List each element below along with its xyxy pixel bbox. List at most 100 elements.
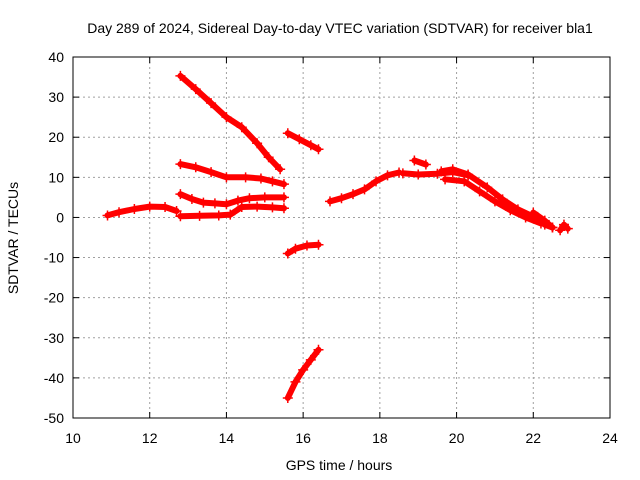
data-point — [505, 205, 516, 216]
data-point — [267, 176, 278, 187]
data-point — [282, 248, 293, 259]
data-point — [397, 168, 408, 179]
data-point — [194, 210, 205, 221]
x-tick-label: 18 — [372, 430, 388, 446]
data-point — [175, 159, 186, 170]
data-series — [282, 128, 324, 155]
y-tick-label: 40 — [48, 49, 64, 65]
series-layer — [102, 70, 573, 403]
data-point — [436, 166, 447, 177]
y-tick-label: -10 — [44, 250, 64, 266]
data-point — [359, 184, 370, 195]
y-tick-label: 10 — [48, 169, 64, 185]
data-point — [371, 176, 382, 187]
data-point — [324, 196, 335, 207]
data-point — [206, 98, 217, 109]
x-tick-label: 10 — [65, 430, 81, 446]
data-series — [324, 167, 405, 207]
data-point — [186, 193, 197, 204]
tick-layer — [72, 56, 611, 419]
data-point — [213, 210, 224, 221]
x-tick-label: 24 — [602, 430, 618, 446]
data-point — [278, 179, 289, 190]
data-point — [313, 144, 324, 155]
tick-label-layer: 10 12 14 16 18 20 22 24 -50 -40 -30 -20 -10 0 10 20 30 40 — [44, 49, 618, 446]
data-point — [259, 192, 270, 203]
x-tick-label: 22 — [525, 430, 541, 446]
data-point — [547, 222, 558, 233]
x-tick-label: 14 — [219, 430, 235, 446]
grid-layer — [73, 57, 610, 418]
x-tick-label: 16 — [295, 430, 311, 446]
series-arc — [177, 72, 284, 173]
data-point — [144, 201, 155, 212]
data-point — [420, 159, 431, 170]
data-point — [190, 84, 201, 95]
data-series — [555, 219, 573, 236]
data-point — [190, 162, 201, 173]
data-point — [129, 204, 140, 215]
chart-title: Day 289 of 2024, Sidereal Day-to-day VTE… — [87, 20, 593, 36]
data-point — [278, 203, 289, 214]
data-point — [298, 364, 309, 375]
data-point — [282, 392, 293, 403]
data-point — [221, 112, 232, 123]
data-point — [409, 155, 420, 166]
data-series — [409, 155, 431, 170]
data-point — [252, 201, 263, 212]
data-point — [114, 207, 125, 218]
data-point — [463, 169, 474, 180]
data-point — [459, 176, 470, 187]
data-point — [160, 202, 171, 213]
y-tick-label: -40 — [44, 370, 64, 386]
data-point — [294, 134, 305, 145]
y-axis-label: SDTVAR / TECUs — [5, 182, 21, 294]
data-series — [282, 239, 324, 259]
data-point — [278, 192, 289, 203]
data-point — [290, 376, 301, 387]
x-tick-label: 20 — [449, 430, 465, 446]
x-axis-label: GPS time / hours — [286, 457, 393, 473]
data-point — [236, 122, 247, 133]
data-series — [528, 207, 558, 233]
plot-frame — [72, 56, 611, 419]
data-point — [206, 167, 217, 178]
data-point — [282, 128, 293, 139]
data-point — [255, 173, 266, 184]
y-tick-label: 0 — [56, 209, 64, 225]
data-point — [555, 225, 566, 236]
data-point — [482, 182, 493, 193]
data-point — [175, 189, 186, 200]
data-point — [252, 138, 263, 149]
data-point — [489, 196, 500, 207]
data-point — [209, 198, 220, 209]
data-point — [301, 240, 312, 251]
data-point — [348, 189, 359, 200]
data-point — [198, 197, 209, 208]
data-point — [528, 207, 539, 218]
y-tick-label: -30 — [44, 330, 64, 346]
data-point — [447, 164, 458, 175]
data-point — [305, 354, 316, 365]
data-point — [236, 202, 247, 213]
series-arc — [104, 203, 180, 219]
data-point — [102, 210, 113, 221]
data-point — [263, 152, 274, 163]
x-tick-label: 12 — [142, 430, 158, 446]
data-point — [221, 172, 232, 183]
data-series — [175, 159, 289, 190]
data-point — [221, 199, 232, 210]
data-series — [175, 70, 286, 175]
data-point — [175, 211, 186, 222]
data-point — [171, 206, 182, 217]
data-point — [240, 172, 251, 183]
data-point — [474, 186, 485, 197]
data-point — [382, 170, 393, 181]
data-point — [413, 169, 424, 180]
data-point — [275, 164, 286, 175]
data-point — [267, 202, 278, 213]
y-tick-label: 30 — [48, 89, 64, 105]
series-arc — [284, 241, 322, 257]
data-series — [440, 174, 546, 229]
data-point — [539, 215, 550, 226]
